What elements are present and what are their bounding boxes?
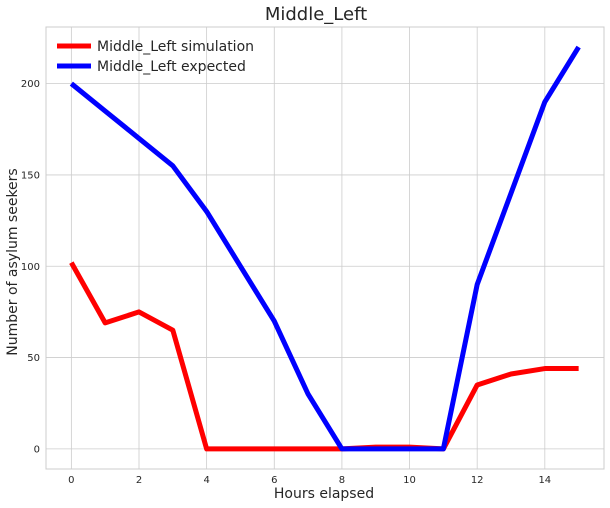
y-tick-label: 0: [34, 444, 40, 455]
series-line-simulation: [69, 261, 579, 452]
y-tick-label: 150: [21, 170, 40, 181]
x-tick-label: 6: [271, 475, 277, 486]
x-tick-label: 2: [136, 475, 142, 486]
chart-title: Middle_Left: [265, 4, 367, 25]
legend-label-simulation: Middle_Left simulation: [97, 39, 254, 55]
x-tick-label: 14: [538, 475, 551, 486]
x-gridlines: [70, 27, 546, 469]
legend-label-expected: Middle_Left expected: [97, 59, 246, 75]
plot-frame: [45, 26, 605, 470]
series-line-expected: [69, 45, 581, 452]
legend: Middle_Left simulation Middle_Left expec…: [57, 39, 254, 75]
x-tick-label: 8: [339, 475, 345, 486]
y-tick-label: 50: [27, 353, 40, 364]
x-tick-label: 12: [471, 475, 484, 486]
y-axis-label: Number of asylum seekers: [5, 168, 21, 355]
x-tick-label: 0: [68, 475, 74, 486]
y-tick-label: 100: [21, 262, 40, 273]
y-tick-label: 200: [21, 79, 40, 90]
y-tick-labels: 0 50 100 150 200: [21, 79, 40, 455]
x-axis-label: Hours elapsed: [274, 486, 374, 502]
x-tick-label: 10: [403, 475, 416, 486]
x-tick-labels: 0 2 4 6 8 10 12 14: [68, 475, 551, 486]
x-tick-label: 4: [203, 475, 209, 486]
series-layer: [69, 45, 581, 452]
